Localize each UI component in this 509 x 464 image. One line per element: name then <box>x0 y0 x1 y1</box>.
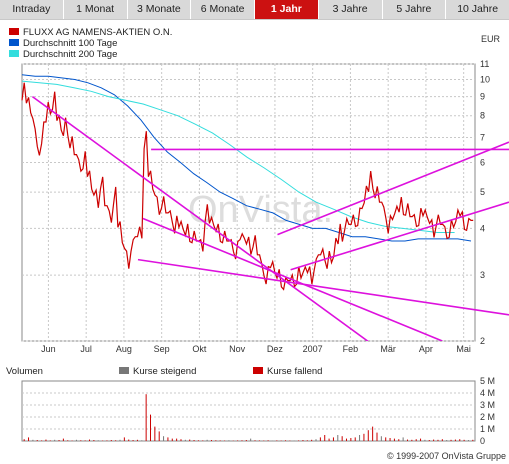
x-tick-label: Okt <box>192 344 207 354</box>
y-tick-label: 6 <box>480 157 485 167</box>
x-tick-label: Apr <box>419 344 433 354</box>
x-tick-label: Feb <box>343 344 359 354</box>
x-tick-label: 2007 <box>303 344 323 354</box>
y-tick-label: 2 <box>480 336 485 346</box>
tab-1-monat[interactable]: 1 Monat <box>62 0 127 19</box>
volume-title: Volumen <box>6 366 43 377</box>
volume-tick-label: 2 M <box>480 412 495 422</box>
y-tick-label: 8 <box>480 111 485 121</box>
legend-swatch <box>9 28 19 35</box>
y-tick-label: 4 <box>480 223 485 233</box>
legend-label: FLUXX AG NAMENS-AKTIEN O.N. <box>23 27 172 38</box>
volume-legend-label: Kurse steigend <box>133 366 196 377</box>
tab-intraday[interactable]: Intraday <box>12 3 51 15</box>
volume-plot-area <box>21 380 476 442</box>
y-tick-label: 3 <box>480 270 485 280</box>
x-tick-label: Dez <box>267 344 284 354</box>
volume-tick-label: 5 M <box>480 376 495 386</box>
volume-tick-label: 4 M <box>480 388 495 398</box>
y-tick-label: 10 <box>480 74 490 84</box>
trendline <box>142 217 443 341</box>
tab-5-jahre[interactable]: 5 Jahre <box>381 0 446 19</box>
ma200-line <box>21 80 455 233</box>
legend-swatch <box>9 39 19 46</box>
x-tick-label: Aug <box>116 344 132 354</box>
currency-label: EUR <box>481 34 501 44</box>
tab-10-jahre[interactable]: 10 Jahre <box>445 0 509 19</box>
x-tick-label: Nov <box>229 344 246 354</box>
volume-legend-swatch <box>253 367 263 374</box>
volume-tick-label: 1 M <box>480 424 495 434</box>
watermark: OnVista. <box>188 189 333 231</box>
volume-tick-label: 3 M <box>480 400 495 410</box>
x-tick-label: Mai <box>456 344 471 354</box>
tab-3-monate[interactable]: 3 Monate <box>126 0 191 19</box>
tab-3-jahre[interactable]: 3 Jahre <box>317 0 382 19</box>
copyright-text: © 1999-2007 OnVista Gruppe <box>387 451 506 461</box>
trendline <box>277 141 509 236</box>
tab-1-jahr[interactable]: 1 Jahr <box>254 0 318 19</box>
volume-legend-swatch <box>119 367 129 374</box>
volume-tick-label: 0 <box>480 436 485 446</box>
y-tick-label: 9 <box>480 92 485 102</box>
legend-label: Durchschnitt 100 Tage <box>23 38 117 49</box>
x-tick-label: Mär <box>380 344 396 354</box>
x-tick-label: Jun <box>41 344 56 354</box>
volume-legend-label: Kurse fallend <box>267 366 322 377</box>
tab-6-monate[interactable]: 6 Monate <box>190 0 254 19</box>
period-tab-bar: Intraday 1 Monat 3 Monate 6 Monate 1 Jahr 3 J… <box>0 0 509 20</box>
y-tick-label: 7 <box>480 132 485 142</box>
trendline <box>137 258 509 316</box>
ma100-line <box>21 74 472 242</box>
x-tick-label: Sep <box>154 344 170 354</box>
y-tick-label: 11 <box>480 59 489 69</box>
y-tick-label: 5 <box>480 187 485 197</box>
legend-label: Durchschnitt 200 Tage <box>23 49 117 60</box>
price-line <box>21 82 474 291</box>
x-tick-label: Jul <box>80 344 92 354</box>
legend-swatch <box>9 50 19 57</box>
trendline <box>290 201 509 271</box>
trendline <box>31 95 369 341</box>
